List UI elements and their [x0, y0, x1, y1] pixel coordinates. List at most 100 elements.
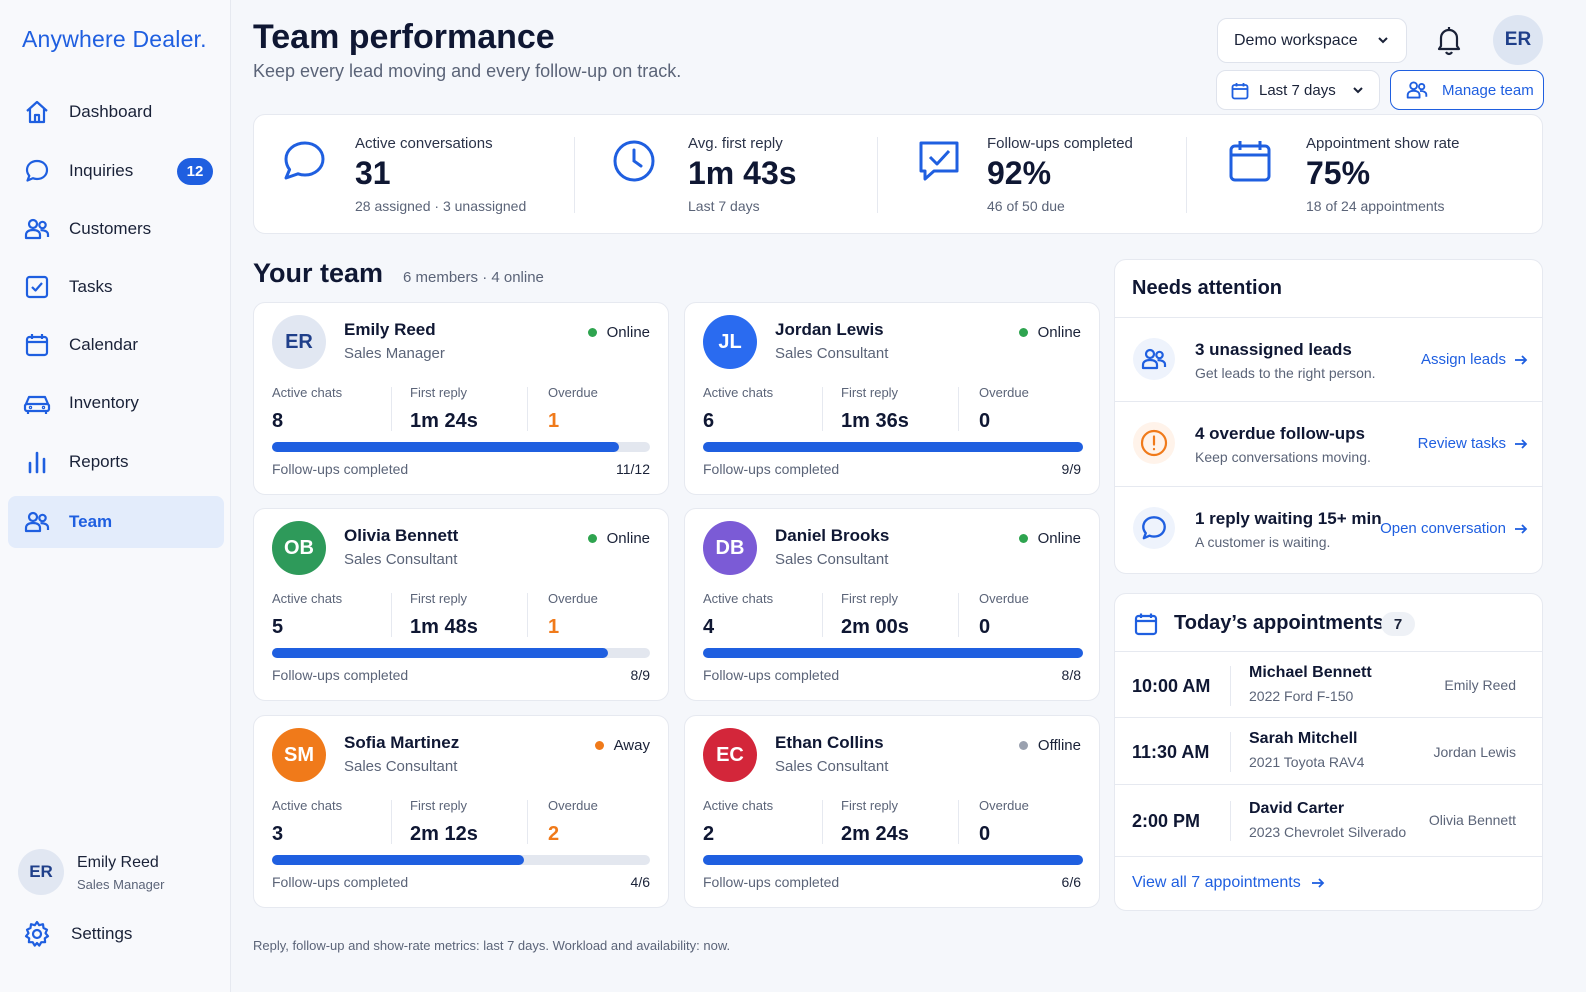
kpi-subtext: 18 of 24 appointments [1306, 198, 1445, 214]
stat-first-reply: First reply 1m 48s [410, 591, 478, 639]
divider [1230, 666, 1231, 706]
avatar: DB [703, 521, 757, 575]
stat-label: First reply [410, 591, 468, 606]
attention-item-unassigned: 3 unassigned leads Get leads to the righ… [1115, 317, 1542, 401]
kpi-divider [574, 137, 575, 213]
divider [958, 387, 959, 431]
team-member-card[interactable]: EC Ethan Collins Sales Consultant Offline Ac… [684, 715, 1100, 908]
stat-value: 1m 48s [410, 616, 478, 638]
workspace-label: Demo workspace [1234, 31, 1358, 49]
profile-role: Sales Manager [77, 877, 165, 892]
sidebar-item-label: Customers [69, 219, 152, 238]
stat-first-reply: First reply 1m 36s [841, 385, 909, 433]
assign-leads-link[interactable]: Assign leads [1421, 351, 1528, 368]
stat-label: Overdue [548, 385, 598, 400]
kpi-divider [877, 137, 878, 213]
sidebar-item-label: Team [69, 512, 113, 531]
sidebar-item-team[interactable]: Team [8, 496, 224, 548]
divider [527, 800, 528, 844]
appointment-row[interactable]: 11:30 AM Sarah Mitchell 2021 Toyota RAV4… [1115, 717, 1542, 785]
profile-name: Emily Reed [77, 854, 159, 871]
attention-title: 3 unassigned leads [1195, 340, 1352, 359]
member-name: Olivia Bennett [344, 526, 459, 545]
stat-value: 1 [548, 410, 560, 432]
attention-title: 4 overdue follow-ups [1195, 424, 1366, 443]
appointment-row[interactable]: 2:00 PM David Carter 2023 Chevrolet Silv… [1115, 784, 1542, 856]
divider [1115, 856, 1542, 857]
user-profile[interactable]: ER Emily Reed Sales Manager [18, 849, 218, 901]
member-role: Sales Consultant [344, 758, 458, 775]
date-range-label: Last 7 days [1259, 81, 1336, 99]
kpi-subtext: Last 7 days [688, 198, 760, 214]
divider [958, 800, 959, 844]
chevron-down-icon [1376, 33, 1390, 47]
stat-value: 0 [979, 823, 991, 845]
progress-fill [703, 648, 1083, 658]
manage-team-label: Manage team [1442, 81, 1534, 99]
sidebar-item-reports[interactable]: Reports [8, 436, 224, 488]
divider [527, 593, 528, 637]
appointment-customer: David Carter [1249, 800, 1345, 817]
review-tasks-link[interactable]: Review tasks [1418, 435, 1528, 452]
followups-count: 8/8 [1061, 667, 1081, 683]
team-member-card[interactable]: OB Olivia Bennett Sales Consultant Online Ac… [253, 508, 669, 701]
member-name: Sofia Martinez [344, 733, 460, 752]
stat-first-reply: First reply 1m 24s [410, 385, 478, 433]
sidebar-item-inventory[interactable]: Inventory [8, 377, 224, 429]
appointment-customer: Michael Bennett [1249, 664, 1372, 681]
chevron-down-icon [1351, 83, 1365, 97]
sidebar-item-dashboard[interactable]: Dashboard [8, 86, 224, 138]
users-icon [22, 214, 52, 244]
kpi-label: Follow-ups completed [987, 135, 1133, 152]
sidebar-item-label: Inquiries [69, 161, 134, 180]
user-avatar[interactable]: ER [1493, 15, 1543, 65]
kpi-label: Avg. first reply [688, 135, 783, 152]
stat-overdue: Overdue 1 [548, 591, 598, 639]
kpi-value: 1m 43s [688, 155, 797, 191]
team-member-card[interactable]: DB Daniel Brooks Sales Consultant Online Act… [684, 508, 1100, 701]
avatar: ER [18, 849, 64, 895]
date-range-select[interactable]: Last 7 days [1216, 70, 1380, 110]
status-label: Online [1037, 324, 1081, 341]
stat-active-chats: Active chats 4 [703, 591, 773, 639]
attention-title: 1 reply waiting 15+ min [1195, 509, 1382, 528]
checkbox-icon [22, 272, 52, 302]
workspace-select[interactable]: Demo workspace [1217, 18, 1407, 63]
divider [391, 593, 392, 637]
status-badge: Offline [1018, 737, 1081, 754]
team-member-card[interactable]: ER Emily Reed Sales Manager Online Active ch… [253, 302, 669, 495]
home-icon [22, 97, 52, 127]
stat-label: Active chats [272, 385, 343, 400]
member-role: Sales Consultant [775, 551, 889, 568]
team-member-card[interactable]: SM Sofia Martinez Sales Consultant Away Acti… [253, 715, 669, 908]
stat-label: First reply [410, 798, 468, 813]
kpi-value: 75% [1306, 155, 1371, 191]
manage-team-button[interactable]: Manage team [1390, 70, 1544, 110]
progress-fill [703, 442, 1083, 452]
stat-label: First reply [841, 385, 899, 400]
member-role: Sales Manager [344, 345, 445, 362]
link-label: Open conversation [1380, 520, 1506, 537]
stat-label: First reply [841, 591, 899, 606]
bell-icon[interactable] [1433, 24, 1465, 56]
sidebar-item-inquiries[interactable]: Inquiries 12 [8, 145, 224, 197]
team-section-title: Your team [253, 258, 384, 288]
appointment-row[interactable]: 10:00 AM Michael Bennett 2022 Ford F-150… [1115, 651, 1542, 719]
sidebar-item-calendar[interactable]: Calendar [8, 319, 224, 371]
view-all-appointments-link[interactable]: View all 7 appointments [1132, 874, 1325, 892]
sidebar-item-tasks[interactable]: Tasks [8, 261, 224, 313]
status-dot-icon [587, 328, 597, 337]
divider [391, 387, 392, 431]
open-conversation-link[interactable]: Open conversation [1380, 520, 1528, 537]
sidebar-item-settings[interactable]: Settings [8, 908, 224, 960]
appointment-vehicle: 2021 Toyota RAV4 [1249, 754, 1365, 770]
stat-label: Active chats [703, 385, 774, 400]
attention-subtext: A customer is waiting. [1195, 534, 1331, 550]
stat-active-chats: Active chats 2 [703, 798, 773, 846]
stat-label: Active chats [272, 798, 343, 813]
app-logo[interactable]: Anywhere Dealer. [22, 26, 207, 52]
stat-value: 2m 12s [410, 823, 478, 845]
team-member-card[interactable]: JL Jordan Lewis Sales Consultant Online Acti… [684, 302, 1100, 495]
followups-label: Follow-ups completed [703, 667, 840, 683]
sidebar-item-customers[interactable]: Customers [8, 203, 224, 255]
